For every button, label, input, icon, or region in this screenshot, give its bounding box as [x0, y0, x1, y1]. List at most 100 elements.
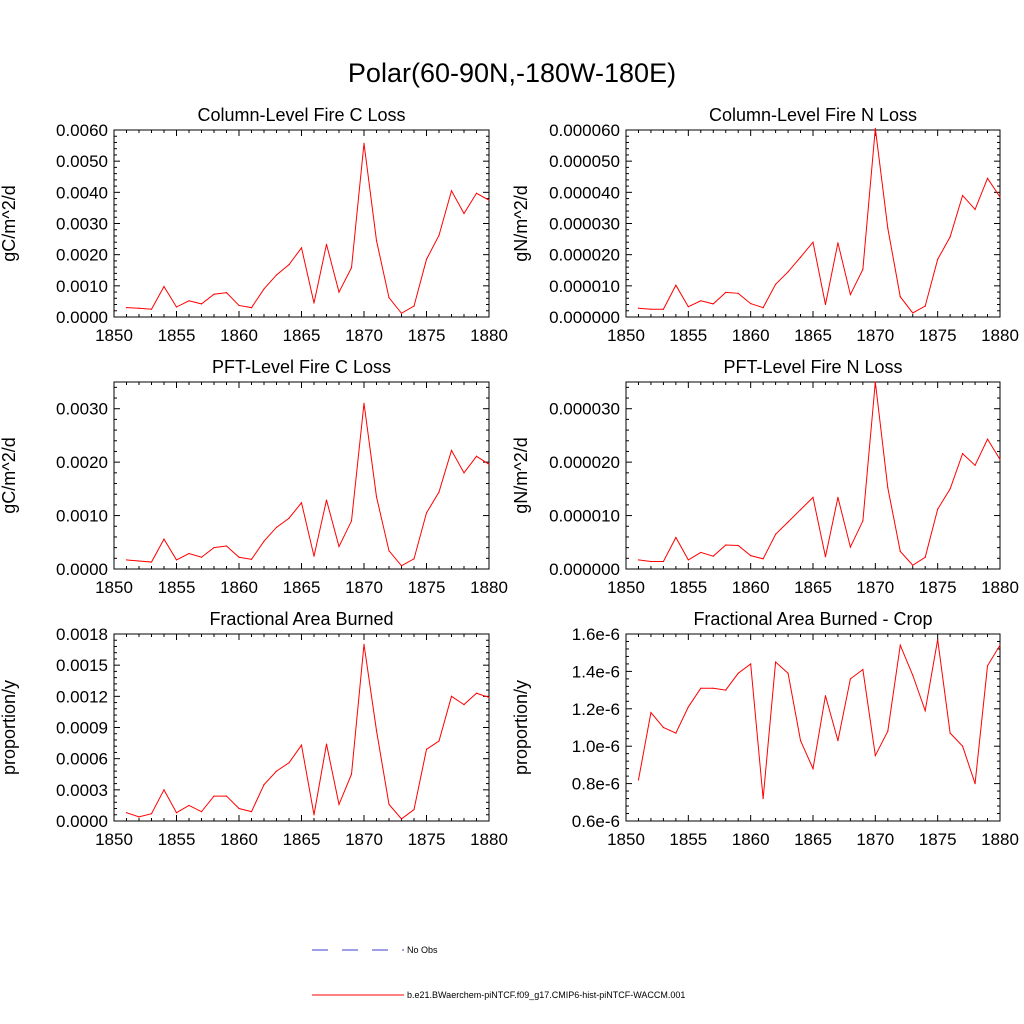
data-point [400, 312, 403, 314]
panel-title: Fractional Area Burned [209, 609, 393, 629]
x-tick-label: 1855 [158, 578, 196, 597]
data-point [425, 258, 428, 260]
data-point [974, 208, 976, 211]
data-point [450, 449, 453, 451]
x-tick-label: 1860 [732, 326, 770, 345]
panel-title: Column-Level Fire C Loss [197, 105, 405, 125]
y-tick-label: 0.000050 [549, 152, 620, 171]
x-tick-label: 1865 [794, 830, 832, 849]
x-tick-label: 1880 [981, 830, 1019, 849]
y-axis-label: proportion/y [511, 680, 531, 775]
y-tick-label: 0.0030 [56, 400, 108, 419]
y-tick-label: 0.0020 [56, 246, 108, 265]
data-point [138, 307, 140, 309]
data-point [812, 241, 814, 243]
x-tick-label: 1865 [283, 830, 321, 849]
data-point [200, 556, 203, 558]
data-point [687, 559, 689, 561]
data-point [188, 300, 190, 302]
data-point [700, 300, 702, 302]
x-tick-label: 1860 [220, 578, 258, 597]
data-point [150, 308, 153, 310]
data-point [962, 745, 964, 747]
chart-panel-5: Fractional Area Burned - Crop proportion/… [511, 609, 1019, 849]
data-point [687, 306, 689, 308]
y-axis-label: gN/m^2/d [511, 185, 531, 261]
data-point [288, 517, 290, 519]
data-point [637, 307, 640, 309]
y-tick-label: 0.0010 [56, 277, 108, 296]
data-point [986, 665, 989, 667]
data-point [912, 312, 914, 314]
data-point [762, 558, 764, 560]
data-point [350, 267, 353, 269]
data-point [363, 142, 365, 145]
data-point [325, 743, 328, 745]
y-tick-label: 1.6e-6 [572, 625, 620, 644]
data-point [849, 293, 852, 296]
x-tick-label: 1850 [95, 326, 133, 345]
x-tick-label: 1875 [408, 830, 446, 849]
data-point [238, 304, 240, 307]
data-point [463, 704, 465, 706]
data-point [650, 560, 652, 563]
data-point [325, 243, 328, 245]
data-point [338, 545, 340, 548]
data-point [937, 508, 939, 510]
data-point [275, 526, 278, 528]
y-tick-label: 0.0030 [56, 215, 108, 234]
data-point [425, 748, 428, 750]
data-point [375, 730, 378, 732]
data-point [313, 302, 315, 304]
x-tick-label: 1855 [158, 830, 196, 849]
x-tick-label: 1855 [669, 830, 707, 849]
y-tick-label: 0.0050 [56, 152, 108, 171]
data-point [200, 811, 203, 813]
data-point [837, 242, 839, 244]
data-point [762, 307, 764, 309]
data-point [862, 268, 864, 270]
data-point [637, 779, 640, 781]
y-tick-label: 0.000040 [549, 183, 620, 202]
data-point [775, 533, 777, 535]
data-point [138, 816, 140, 818]
data-point [413, 305, 415, 307]
data-point [125, 812, 128, 814]
y-tick-label: 0.0060 [56, 121, 108, 140]
data-point [388, 550, 390, 552]
y-tick-label: 0.0003 [56, 781, 108, 800]
x-tick-label: 1870 [856, 326, 894, 345]
data-point [438, 491, 440, 493]
data-point [475, 692, 478, 694]
data-point [375, 240, 378, 242]
data-point [812, 496, 814, 499]
data-point [874, 754, 876, 757]
data-point [849, 546, 852, 548]
y-axis-label: gN/m^2/d [511, 437, 531, 513]
legend: No Obs b.e21.BWaerchem-piNTCF.f09_g17.CM… [312, 945, 685, 1000]
x-tick-label: 1850 [95, 578, 133, 597]
data-point [275, 770, 278, 772]
x-tick-label: 1855 [158, 326, 196, 345]
data-point [937, 258, 939, 260]
data-point [962, 452, 964, 455]
data-point [238, 807, 240, 810]
data-point [712, 555, 714, 557]
data-point [899, 644, 901, 646]
data-point [824, 556, 827, 558]
x-tick-label: 1875 [919, 326, 957, 345]
y-tick-label: 0.0040 [56, 183, 108, 202]
y-tick-label: 0.0000 [56, 812, 108, 831]
data-point [837, 496, 839, 499]
data-point [887, 487, 889, 489]
chart-panel-4: Fractional Area Burned proportion/y 1850 18… [0, 609, 508, 849]
y-tick-label: 0.6e-6 [572, 812, 620, 831]
chart-panels: Column-Level Fire C Loss gC/m^2/d 1850 1855… [0, 105, 1019, 849]
data-point [363, 402, 365, 404]
data-point [175, 306, 178, 308]
data-point [837, 739, 839, 742]
data-point [325, 499, 328, 501]
data-point [263, 540, 265, 542]
data-point [862, 668, 864, 671]
